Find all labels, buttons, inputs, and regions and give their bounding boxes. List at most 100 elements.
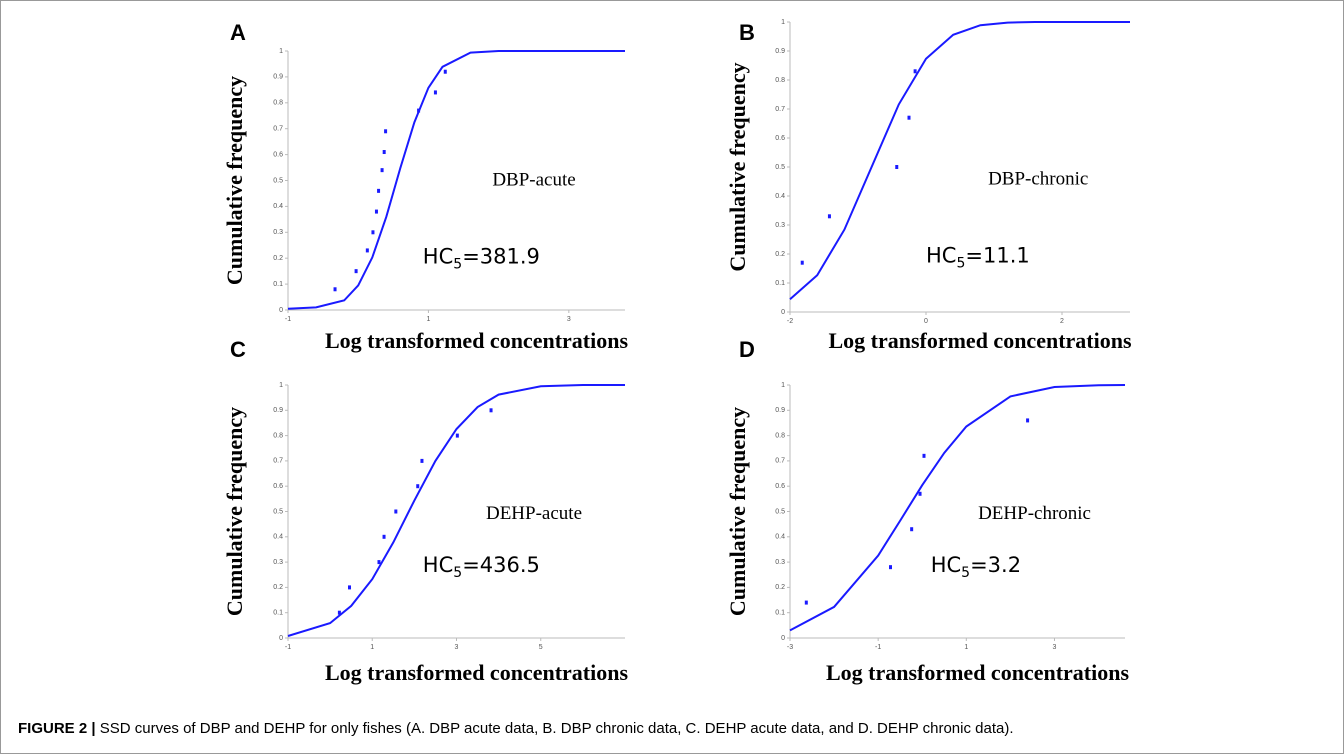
y-tick-label: 0.6	[273, 483, 283, 490]
y-tick-label: 0	[781, 635, 785, 642]
data-point	[354, 269, 358, 274]
x-tick-label: 5	[539, 644, 543, 651]
y-tick-label: 0.3	[273, 559, 283, 566]
fit-curve	[789, 384, 1126, 632]
data-point	[489, 408, 493, 413]
y-tick-label: 0.1	[775, 280, 785, 287]
data-point	[382, 150, 386, 155]
annotation: DEHP-acute	[486, 503, 582, 524]
y-tick-label: 0.9	[775, 407, 785, 414]
data-point	[382, 534, 386, 539]
data-point	[371, 230, 375, 235]
data-point	[337, 610, 341, 615]
data-point	[913, 69, 917, 74]
data-point	[333, 287, 337, 292]
data-point	[922, 453, 926, 458]
x-tick-label: 0	[924, 318, 928, 325]
data-point	[800, 260, 804, 265]
y-tick-label: 0.5	[273, 177, 283, 184]
y-tick-label: 0.2	[775, 251, 785, 258]
hc-sub: 5	[453, 256, 462, 272]
hc-base: HC	[926, 244, 956, 268]
x-tick-label: -1	[285, 316, 291, 323]
hc-label: HC5=381.9	[423, 244, 540, 272]
fit-curve	[287, 50, 625, 310]
x-tick-label: -2	[787, 318, 793, 325]
y-tick-label: 1	[279, 382, 283, 389]
data-point	[455, 433, 459, 438]
y-tick-label: 0	[279, 307, 283, 314]
data-point	[394, 509, 398, 514]
y-tick-label: 0.5	[273, 508, 283, 515]
data-point	[889, 565, 892, 570]
hc-base: HC	[931, 553, 961, 577]
y-tick-label: 0.1	[273, 610, 283, 617]
data-point	[348, 585, 352, 590]
y-tick-label: 0.6	[775, 135, 785, 142]
x-tick-label: 1	[426, 316, 430, 323]
x-tick-label: 2	[1060, 318, 1064, 325]
y-tick-label: 0.7	[273, 458, 283, 465]
x-tick-label: 1	[964, 644, 968, 651]
y-tick-label: 0.6	[775, 483, 785, 490]
y-tick-label: 0.4	[273, 203, 283, 210]
data-point	[365, 248, 369, 253]
y-tick-label: 1	[781, 19, 785, 26]
data-point	[380, 168, 384, 173]
x-axis-label: Log transformed concentrations	[325, 660, 629, 685]
panel-label: C	[230, 337, 246, 362]
y-tick-label: 0.3	[775, 222, 785, 229]
hc-label: HC5=11.1	[926, 244, 1030, 272]
hc-rest: =436.5	[462, 553, 540, 577]
y-tick-label: 0.9	[273, 407, 283, 414]
hc-base: HC	[423, 553, 453, 577]
y-tick-label: 0.4	[775, 534, 785, 541]
y-tick-label: 0.4	[775, 193, 785, 200]
data-point	[416, 484, 420, 489]
y-tick-label: 0.8	[273, 432, 283, 439]
x-tick-label: 3	[455, 644, 459, 651]
y-tick-label: 0.7	[775, 458, 785, 465]
y-tick-label: 0.7	[775, 106, 785, 113]
y-tick-label: 0.1	[775, 610, 785, 617]
y-tick-label: 0.3	[775, 559, 785, 566]
x-axis-label: Log transformed concentrations	[828, 328, 1132, 353]
x-axis-label: Log transformed concentrations	[826, 660, 1130, 685]
x-tick-label: 3	[567, 316, 571, 323]
panel-label: D	[739, 337, 755, 362]
y-tick-label: 0.9	[775, 48, 785, 55]
y-tick-label: 0.1	[273, 281, 283, 288]
x-tick-label: -1	[285, 644, 291, 651]
y-tick-label: 0.2	[775, 584, 785, 591]
hc-rest: =11.1	[965, 244, 1029, 268]
data-point	[804, 600, 808, 605]
annotation: DEHP-chronic	[978, 503, 1091, 524]
hc-label: HC5=436.5	[423, 553, 540, 581]
data-point	[895, 165, 899, 169]
panel-label: B	[739, 20, 755, 45]
hc-rest: =3.2	[970, 553, 1021, 577]
y-tick-label: 1	[781, 382, 785, 389]
y-tick-label: 1	[279, 48, 283, 55]
x-axis-label: Log transformed concentrations	[325, 328, 629, 353]
y-tick-label: 0.9	[273, 74, 283, 81]
data-point	[377, 560, 381, 565]
y-tick-label: 0.6	[273, 151, 283, 158]
data-point	[443, 69, 447, 74]
hc-label: HC5=3.2	[931, 553, 1021, 581]
data-point	[827, 214, 831, 219]
x-tick-label: -1	[875, 644, 881, 651]
y-tick-label: 0.3	[273, 229, 283, 236]
x-tick-label: 1	[370, 644, 374, 651]
y-tick-label: 0.4	[273, 534, 283, 541]
y-tick-label: 0.5	[775, 508, 785, 515]
hc-rest: =381.9	[462, 244, 540, 268]
annotation: DBP-acute	[492, 170, 575, 191]
y-axis-label: Cumulative frequency	[725, 407, 750, 616]
data-point	[433, 90, 437, 95]
hc-base: HC	[423, 244, 453, 268]
y-axis-label: Cumulative frequency	[725, 62, 750, 271]
data-point	[1026, 418, 1030, 423]
